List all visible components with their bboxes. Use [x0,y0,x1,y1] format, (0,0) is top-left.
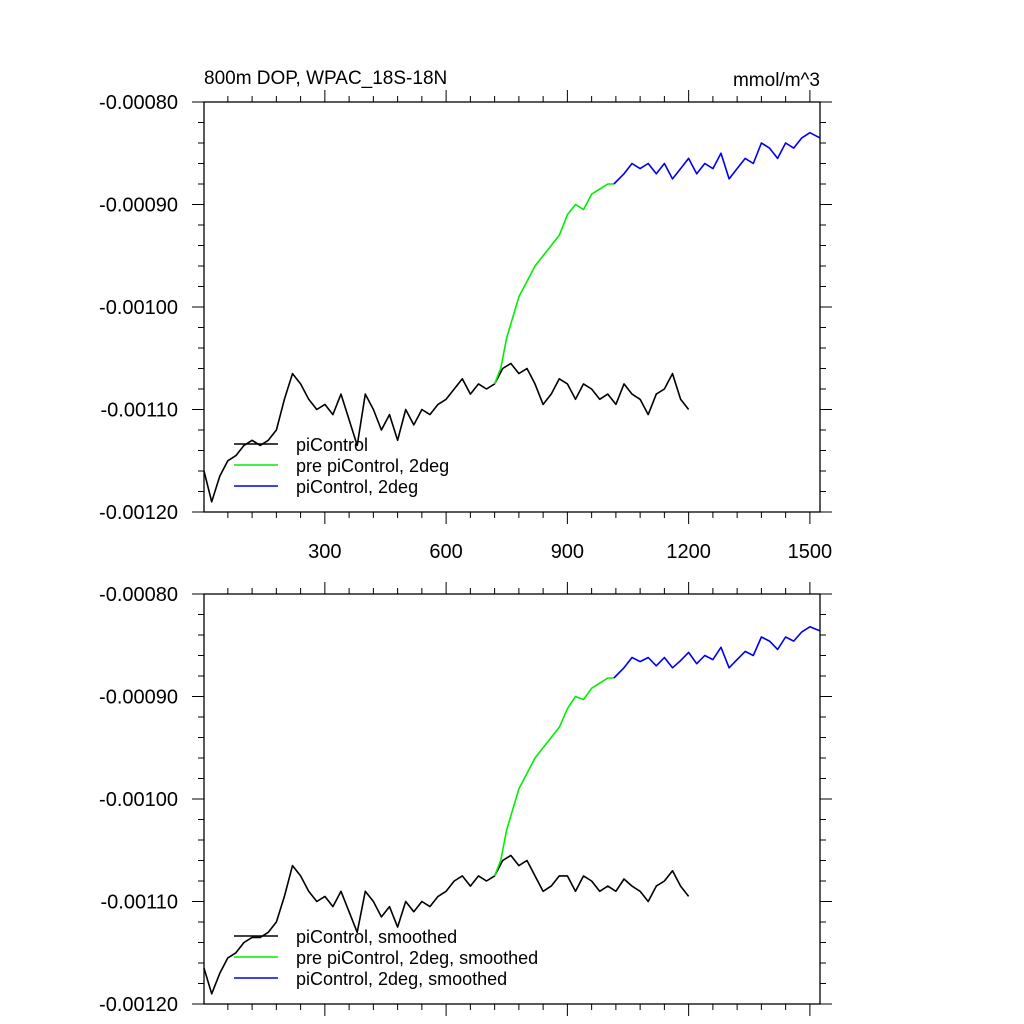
series-line [613,625,821,679]
chart-title: 800m DOP, WPAC_18S-18N [204,68,447,89]
legend-label: pre piControl, 2deg [296,456,449,476]
x-tick-label: 900 [551,541,584,563]
legend-label: piControl, 2deg [296,477,418,497]
series-lines [203,131,821,503]
x-tick-label: 1500 [788,541,833,563]
y-tick-label: -0.00120 [99,994,178,1016]
y-tick-label: -0.00080 [99,584,178,606]
y-tick-label: -0.00110 [101,892,178,914]
top-chart-panel: 800m DOP, WPAC_18S-18N mmol/m^3 -0.00080… [99,68,832,563]
plot-frame [203,101,821,513]
y-tick-label: -0.00110 [101,400,178,422]
series-line [613,131,821,185]
y-tick-label: -0.00100 [99,297,178,319]
y-tick-label: -0.00100 [99,789,178,811]
axis-ticks [192,582,832,1016]
legend-label: pre piControl, 2deg, smoothed [296,948,538,968]
series-line [493,677,614,877]
units-label: mmol/m^3 [733,70,820,91]
y-tick-label: -0.00120 [99,502,178,524]
plot-frame [203,593,821,1005]
y-tick-label: -0.00090 [99,195,178,217]
series-line [203,854,690,995]
axis-ticks [192,90,832,524]
bottom-chart-panel: -0.00080 -0.00090 -0.00100 -0.00110 -0.00120… [99,582,832,1016]
x-tick-label: 1200 [666,541,711,563]
x-tick-label: 300 [308,541,341,563]
y-tick-label: -0.00080 [99,92,178,114]
x-tick-labels: 300 600 900 1200 1500 [308,541,832,563]
legend-label: piControl, smoothed [296,927,457,947]
y-tick-labels: -0.00080 -0.00090 -0.00100 -0.00110 -0.00120 [99,92,178,524]
legend-label: piControl, 2deg, smoothed [296,969,507,989]
y-tick-labels: -0.00080 -0.00090 -0.00100 -0.00110 -0.00120 [99,584,178,1016]
y-tick-label: -0.00090 [99,687,178,709]
legend-label: piControl [296,435,368,455]
series-line [493,183,614,385]
series-lines [203,625,821,995]
series-line [203,362,690,503]
x-tick-label: 600 [429,541,462,563]
